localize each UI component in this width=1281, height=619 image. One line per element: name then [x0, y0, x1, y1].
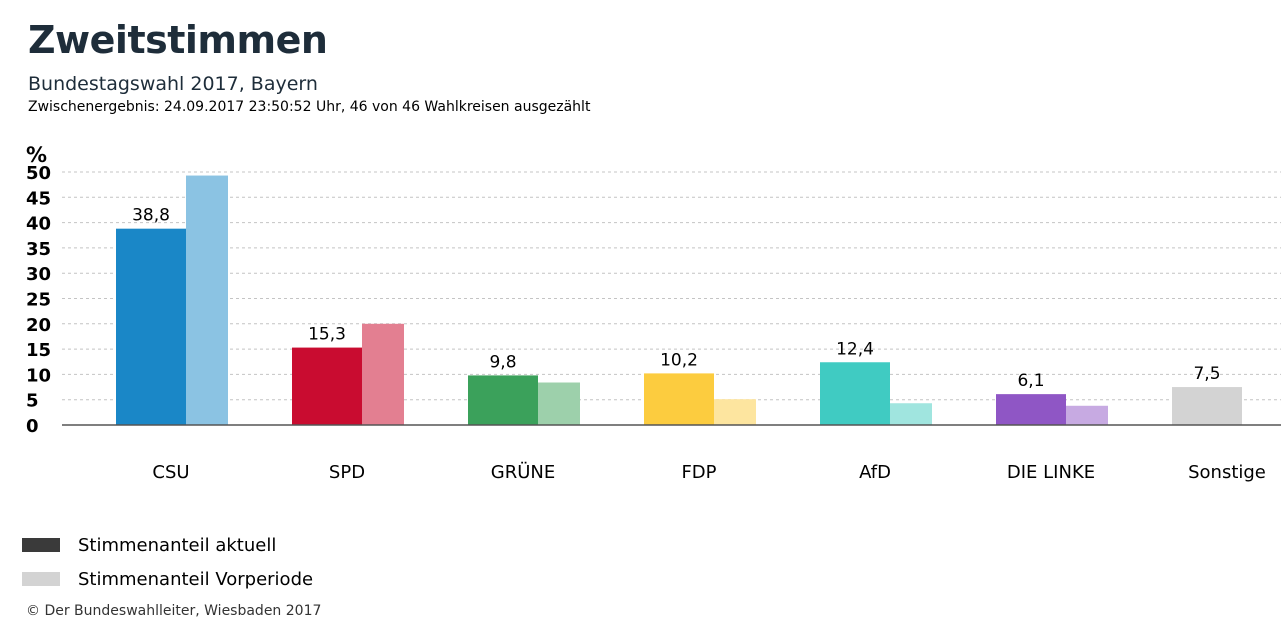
- bar-current: [116, 228, 186, 425]
- y-tick-label: 25: [26, 290, 51, 311]
- y-tick-label: 50: [26, 163, 51, 184]
- chart-title: Zweitstimmen: [28, 18, 328, 62]
- value-label: 9,8: [489, 352, 516, 372]
- category-label: DIE LINKE: [1007, 462, 1095, 483]
- value-labels: 38,8 15,3 9,8 10,2 12,4 6,1 7,5: [132, 206, 1220, 391]
- value-label: 10,2: [660, 350, 698, 370]
- category-label: CSU: [152, 462, 189, 483]
- bar-current: [996, 394, 1066, 425]
- y-axis-ticks: 0 5 10 15 20 25 30 35 40 45 50: [26, 163, 51, 437]
- bar-previous: [186, 175, 228, 425]
- grid-lines: [62, 171, 1281, 401]
- category-label: SPD: [329, 462, 365, 483]
- bar-previous: [890, 403, 932, 425]
- value-label: 7,5: [1193, 364, 1220, 384]
- y-tick-label: 40: [26, 214, 51, 235]
- category-label: GRÜNE: [491, 461, 555, 483]
- y-tick-label: 10: [26, 365, 51, 386]
- y-tick-label: 0: [26, 416, 39, 437]
- value-label: 12,4: [836, 339, 874, 359]
- copyright-notice: © Der Bundeswahlleiter, Wiesbaden 2017: [26, 603, 322, 619]
- bar-previous: [538, 382, 580, 425]
- y-tick-label: 30: [26, 264, 51, 285]
- bar-current: [468, 375, 538, 425]
- legend-swatch-current: [22, 538, 60, 552]
- category-label: FDP: [681, 462, 716, 483]
- legend: Stimmenanteil aktuell Stimmenanteil Vorp…: [22, 528, 313, 596]
- bar-previous: [1066, 405, 1108, 425]
- result-status: Zwischenergebnis: 24.09.2017 23:50:52 Uh…: [28, 99, 591, 115]
- value-label: 38,8: [132, 206, 170, 226]
- category-label: AfD: [859, 462, 891, 483]
- category-labels: CSU SPD GRÜNE FDP AfD DIE LINKE Sonstige: [152, 461, 1265, 483]
- value-label: 6,1: [1017, 371, 1044, 391]
- bar-previous: [362, 323, 404, 425]
- y-tick-label: 15: [26, 340, 51, 361]
- bar-current: [820, 362, 890, 425]
- bar-current: [292, 347, 362, 425]
- y-tick-label: 35: [26, 239, 51, 260]
- legend-item-previous: Stimmenanteil Vorperiode: [22, 562, 313, 596]
- legend-label-previous: Stimmenanteil Vorperiode: [78, 568, 314, 590]
- value-label: 15,3: [308, 325, 346, 345]
- y-tick-label: 20: [26, 315, 51, 336]
- bar-chart: 0 5 10 15 20 25 30 35 40 45 50 % 38,8 15,3 9,8 10,2 12…: [26, 143, 1281, 483]
- y-tick-label: 5: [26, 391, 39, 412]
- bar-previous: [714, 399, 756, 425]
- bar-current: [1172, 387, 1242, 425]
- legend-label-current: Stimmenanteil aktuell: [78, 534, 277, 556]
- legend-swatch-previous: [22, 572, 60, 586]
- current-bars: [116, 228, 1242, 425]
- chart-subtitle: Bundestagswahl 2017, Bayern: [28, 73, 318, 95]
- previous-period-bars: [186, 175, 1108, 425]
- legend-item-current: Stimmenanteil aktuell: [22, 528, 313, 562]
- bar-current: [644, 373, 714, 425]
- category-label: Sonstige: [1188, 462, 1266, 483]
- y-tick-label: 45: [26, 188, 51, 209]
- y-axis-unit: %: [26, 143, 47, 167]
